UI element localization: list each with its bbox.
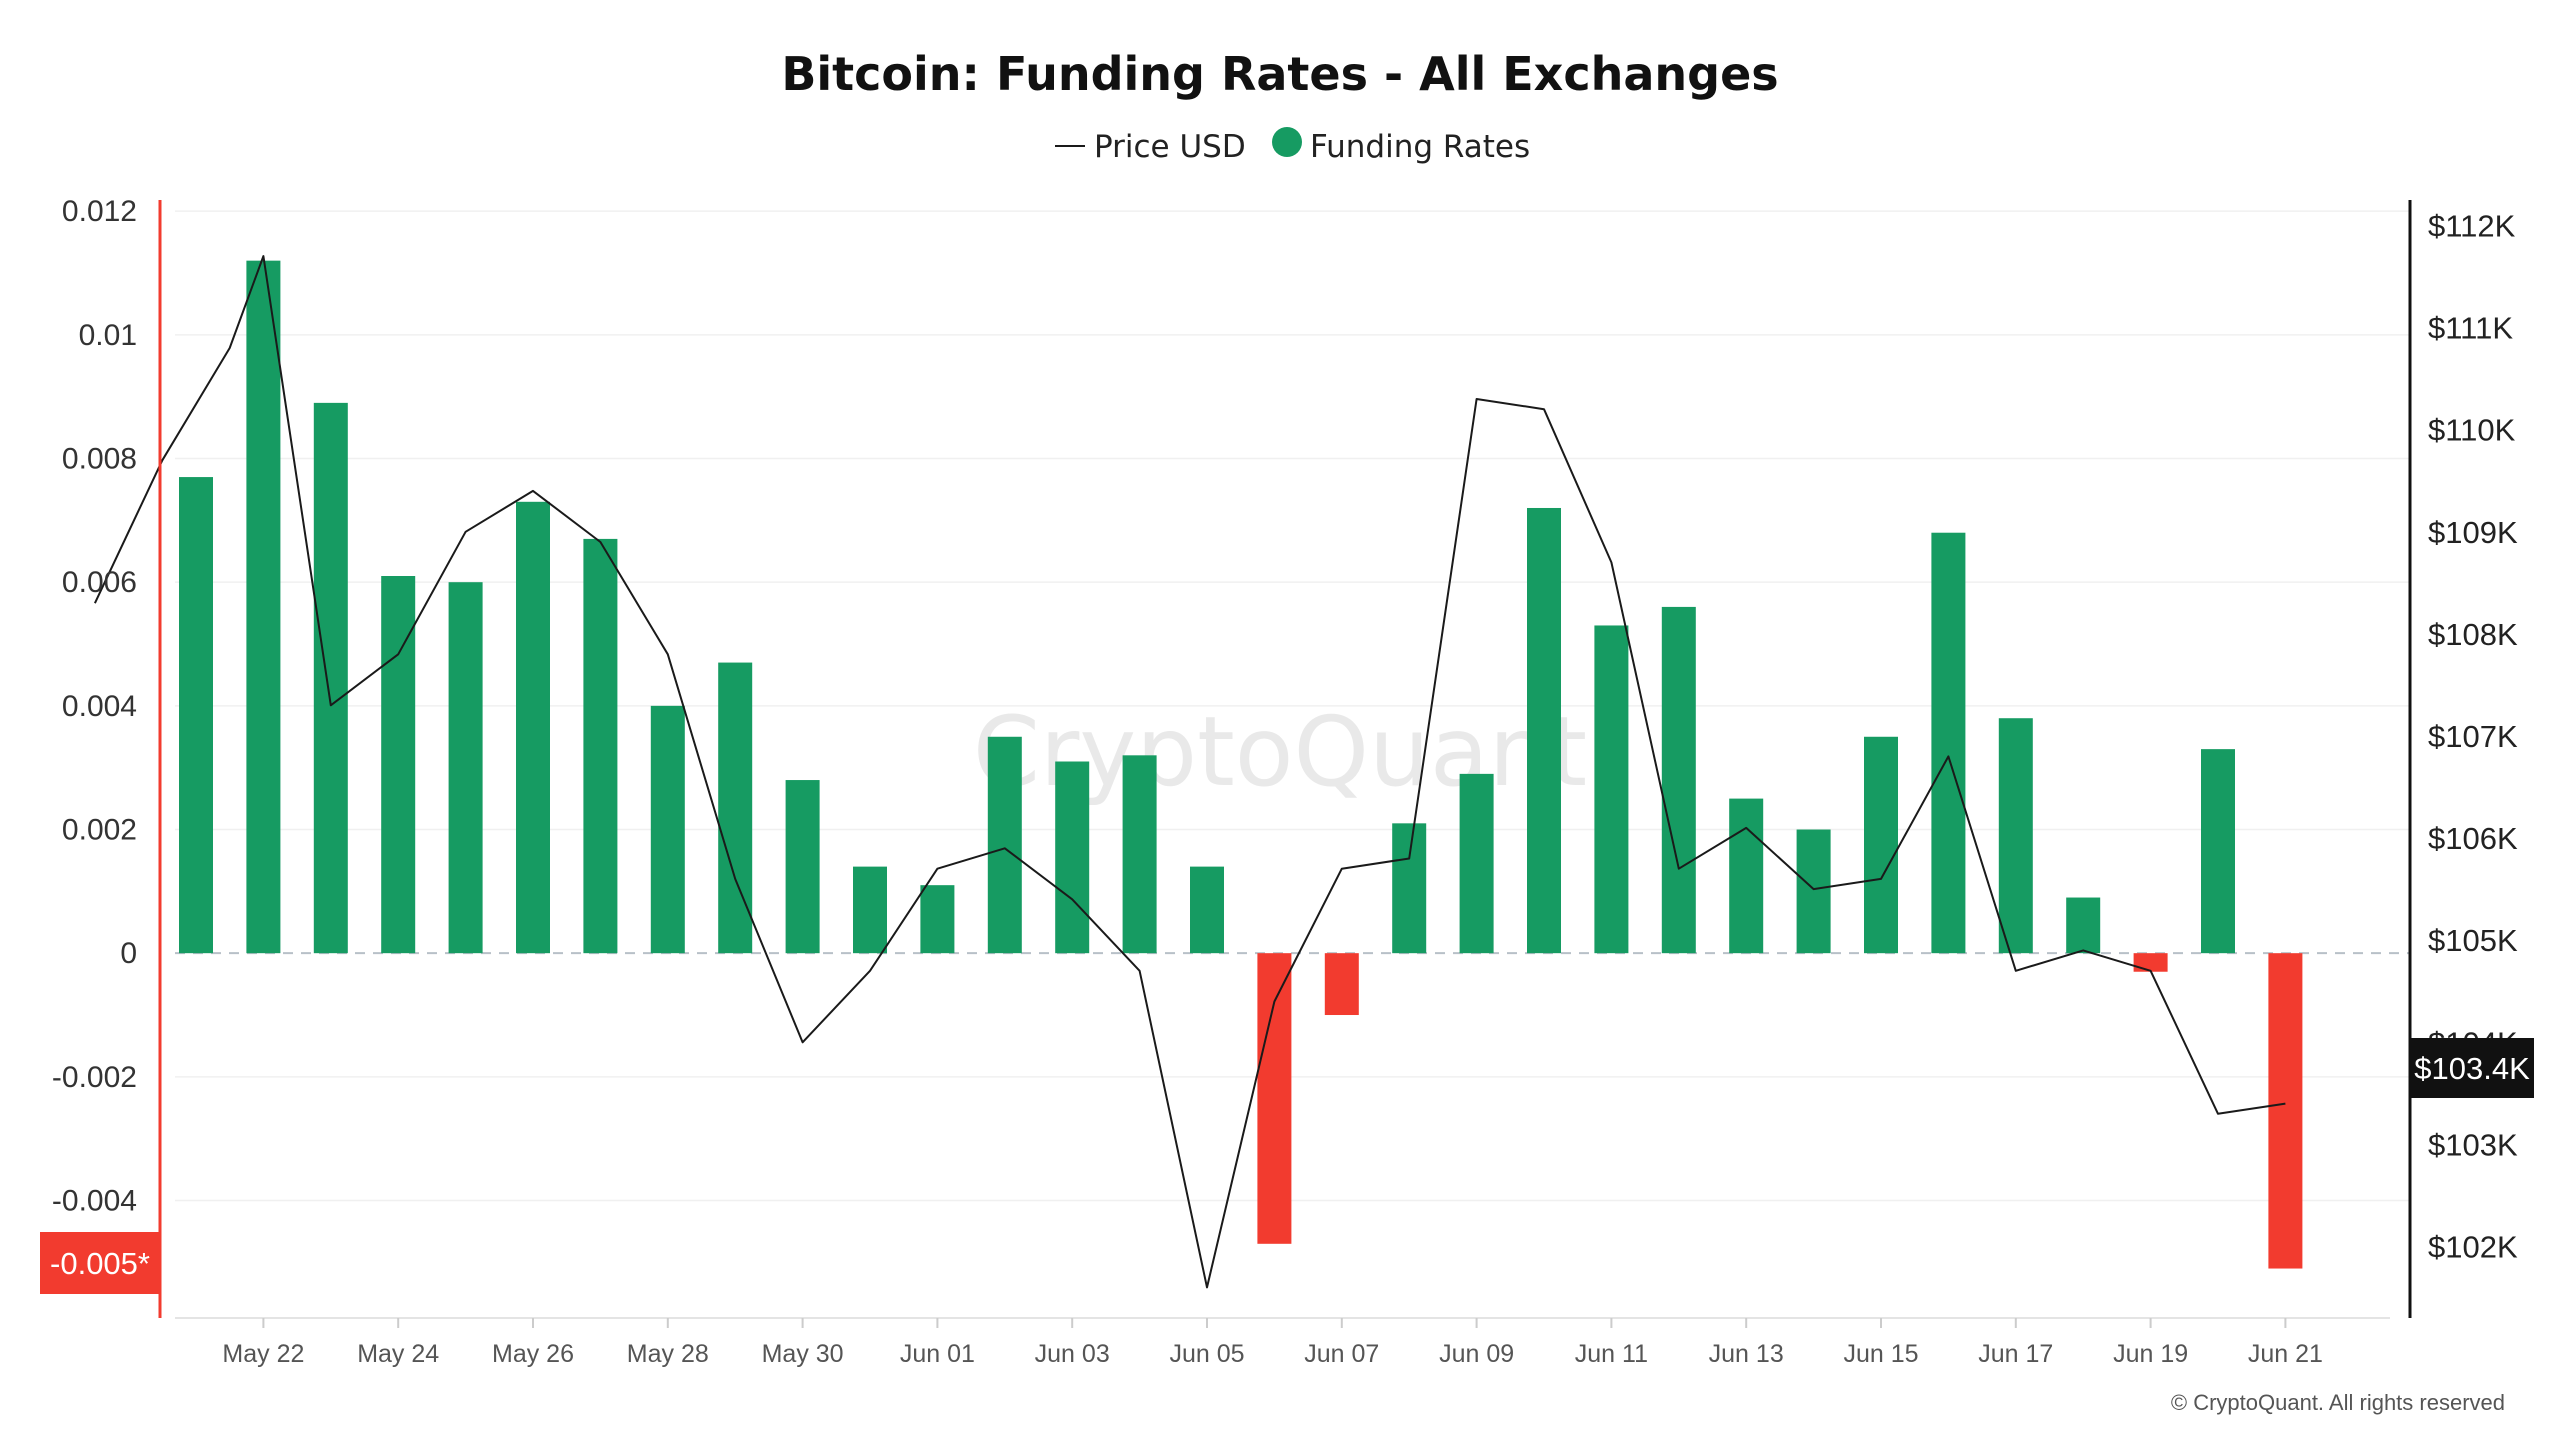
price-line bbox=[93, 255, 2286, 1289]
y-right-tick-label: $103K bbox=[2428, 1127, 2518, 1162]
x-tick-label: May 22 bbox=[222, 1340, 304, 1368]
funding-bar[interactable] bbox=[583, 538, 618, 954]
current-price-badge: $103.4K bbox=[2410, 1038, 2534, 1098]
funding-bar[interactable] bbox=[1661, 606, 1696, 954]
y-left-tick-label: 0.006 bbox=[62, 566, 137, 599]
y-right-tick-label: $105K bbox=[2428, 923, 2518, 958]
left-y-axis-labels: 0.012 0.01 0.008 0.006 0.004 0.002 0 -0.002 -0.0… bbox=[52, 195, 137, 1217]
funding-bar[interactable] bbox=[516, 501, 550, 954]
y-left-tick-label: 0.002 bbox=[62, 814, 137, 847]
x-tick-label: Jun 07 bbox=[1304, 1340, 1379, 1368]
x-tick-label: May 30 bbox=[762, 1340, 844, 1368]
funding-bar[interactable] bbox=[246, 260, 281, 954]
y-left-tick-label: -0.004 bbox=[52, 1185, 137, 1218]
axes bbox=[158, 200, 2412, 1319]
funding-bar[interactable] bbox=[987, 736, 1022, 954]
funding-bar[interactable] bbox=[313, 402, 348, 954]
copyright: © CryptoQuant. All rights reserved bbox=[2171, 1390, 2505, 1415]
funding-rates-swatch bbox=[1272, 127, 1302, 157]
y-right-tick-label: $106K bbox=[2428, 821, 2518, 856]
x-tick-label: Jun 17 bbox=[1978, 1340, 2053, 1368]
y-right-tick-label: $111K bbox=[2428, 311, 2513, 346]
legend-label-funding: Funding Rates bbox=[1310, 129, 1530, 165]
y-left-tick-label: 0 bbox=[120, 937, 137, 970]
funding-bar[interactable] bbox=[1324, 953, 1359, 1016]
funding-bar[interactable] bbox=[853, 866, 887, 954]
funding-bar[interactable] bbox=[2133, 953, 2168, 972]
x-tick-label: May 24 bbox=[357, 1340, 439, 1368]
y-left-tick-label: 0.01 bbox=[79, 319, 137, 352]
funding-bar[interactable] bbox=[2201, 749, 2235, 954]
legend-item-funding[interactable]: Funding Rates bbox=[1272, 127, 1530, 165]
funding-bar[interactable] bbox=[1931, 532, 1966, 954]
funding-badge-label: -0.005* bbox=[50, 1246, 150, 1281]
funding-bars bbox=[179, 260, 2303, 1269]
funding-bar[interactable] bbox=[920, 885, 955, 954]
right-y-axis-labels: $112K $111K $110K $109K $108K $107K $106K $105K… bbox=[2428, 208, 2518, 1264]
funding-bar[interactable] bbox=[1055, 761, 1090, 954]
y-left-tick-label: -0.002 bbox=[52, 1061, 137, 1094]
funding-bar[interactable] bbox=[1796, 829, 1831, 954]
funding-bar[interactable] bbox=[1864, 736, 1898, 954]
x-tick-label: Jun 13 bbox=[1709, 1340, 1784, 1368]
x-tick-label: Jun 05 bbox=[1169, 1340, 1244, 1368]
y-left-tick-label: 0.012 bbox=[62, 195, 137, 228]
x-axis-labels: May 22 May 24 May 26 May 28 May 30 Jun 01 Jun … bbox=[222, 1318, 2323, 1368]
x-tick-label: Jun 15 bbox=[1843, 1340, 1918, 1368]
legend: Price USD Funding Rates bbox=[1055, 127, 1530, 165]
funding-bar[interactable] bbox=[1459, 773, 1494, 954]
y-left-tick-label: 0.004 bbox=[62, 690, 137, 723]
x-tick-label: Jun 09 bbox=[1439, 1340, 1514, 1368]
funding-bar[interactable] bbox=[1392, 823, 1427, 954]
price-badge-bg bbox=[2410, 1038, 2534, 1098]
x-tick-label: May 28 bbox=[627, 1340, 709, 1368]
funding-bar[interactable] bbox=[1190, 866, 1224, 954]
current-funding-badge: -0.005* bbox=[40, 1232, 160, 1294]
chart-title: Bitcoin: Funding Rates - All Exchanges bbox=[781, 47, 1778, 101]
x-tick-label: Jun 19 bbox=[2113, 1340, 2188, 1368]
y-right-tick-label: $112K bbox=[2428, 208, 2516, 243]
funding-bar[interactable] bbox=[785, 780, 820, 954]
x-tick-label: May 26 bbox=[492, 1340, 574, 1368]
price-usd-line[interactable] bbox=[93, 255, 2286, 1289]
x-tick-label: Jun 11 bbox=[1575, 1340, 1648, 1368]
gridlines bbox=[175, 210, 2410, 1202]
funding-bar[interactable] bbox=[1729, 798, 1764, 954]
y-right-tick-label: $102K bbox=[2428, 1230, 2518, 1265]
funding-bar[interactable] bbox=[650, 705, 685, 954]
funding-badge-bg bbox=[40, 1232, 160, 1294]
funding-bar[interactable] bbox=[1527, 507, 1561, 954]
funding-bar[interactable] bbox=[1998, 718, 2033, 954]
x-tick-label: Jun 03 bbox=[1035, 1340, 1110, 1368]
y-left-tick-label: 0.008 bbox=[62, 443, 137, 476]
y-right-tick-label: $108K bbox=[2428, 617, 2518, 652]
funding-bar[interactable] bbox=[381, 576, 416, 954]
price-badge-label: $103.4K bbox=[2414, 1051, 2530, 1086]
funding-bar[interactable] bbox=[2268, 953, 2303, 1269]
x-tick-label: Jun 21 bbox=[2248, 1340, 2323, 1368]
funding-bar[interactable] bbox=[2066, 897, 2101, 954]
legend-label-price: Price USD bbox=[1094, 129, 1246, 165]
funding-bar[interactable] bbox=[1594, 625, 1629, 954]
funding-bar[interactable] bbox=[448, 582, 483, 954]
y-right-tick-label: $110K bbox=[2428, 413, 2516, 448]
funding-bar[interactable] bbox=[1257, 953, 1292, 1244]
y-right-tick-label: $109K bbox=[2428, 515, 2518, 550]
legend-item-price[interactable]: Price USD bbox=[1055, 129, 1246, 165]
x-tick-label: Jun 01 bbox=[900, 1340, 975, 1368]
y-right-tick-label: $107K bbox=[2428, 719, 2518, 754]
funding-bar[interactable] bbox=[1122, 755, 1157, 954]
funding-bar[interactable] bbox=[179, 477, 213, 954]
